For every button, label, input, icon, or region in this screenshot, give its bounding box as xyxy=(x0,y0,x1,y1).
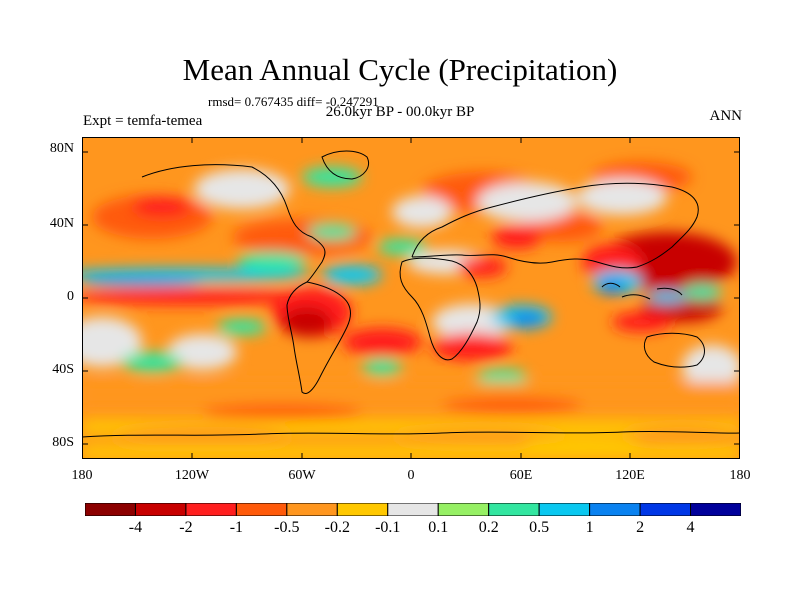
colorbar-tick-label: -0.5 xyxy=(274,519,300,536)
lon-tick-label: 180 xyxy=(729,468,751,483)
colorbar-swatch xyxy=(387,503,439,516)
north-america-coast xyxy=(141,164,326,283)
chart-title: Mean Annual Cycle (Precipitation) xyxy=(182,52,618,87)
colorbar-swatch xyxy=(538,503,591,516)
lat-tick-label: 0 xyxy=(67,289,74,304)
lon-tick-label: 120W xyxy=(174,468,210,483)
colorbar-swatch xyxy=(235,503,288,516)
colorbar-tick-label: 2 xyxy=(636,519,645,536)
colorbar-swatch xyxy=(336,503,389,516)
lon-tick-label: 60W xyxy=(288,468,316,483)
south-america-coast xyxy=(286,281,351,394)
lat-tick-label: 40S xyxy=(52,362,74,377)
lat-tick-label: 80N xyxy=(49,141,74,156)
lon-tick-label: 0 xyxy=(407,468,415,483)
coastlines xyxy=(82,150,740,438)
maritime-continent-coast xyxy=(601,282,683,300)
stats-subtitle: rmsd= 0.767435 diff= -0.247291 xyxy=(208,94,379,109)
africa-coast xyxy=(399,257,481,361)
precipitation-map xyxy=(82,137,740,459)
colorbar-swatch xyxy=(185,503,237,516)
lat-tick-label: 80S xyxy=(52,435,74,450)
colorbar xyxy=(85,503,741,516)
colorbar-swatch xyxy=(134,503,187,516)
colorbar-swatch xyxy=(488,503,540,516)
eurasia-coast xyxy=(411,182,699,269)
axis-ticks xyxy=(82,137,740,459)
colorbar-swatch xyxy=(690,503,741,516)
lon-tick-label: 60E xyxy=(509,468,533,483)
colorbar-tick-label: 4 xyxy=(686,519,695,536)
experiment-label: Expt = temfa-temea xyxy=(83,113,203,129)
season-label: ANN xyxy=(709,108,743,124)
lat-tick-label: 40N xyxy=(49,216,74,231)
colorbar-swatch xyxy=(437,503,490,516)
period-label: 26.0kyr BP - 00.0kyr BP xyxy=(325,104,475,120)
greenland-coast xyxy=(321,150,369,180)
colorbar-tick-label: 0.5 xyxy=(529,519,550,536)
colorbar-swatch xyxy=(639,503,692,516)
colorbar-swatch xyxy=(85,503,136,516)
colorbar-swatch xyxy=(589,503,641,516)
lon-tick-label: 180 xyxy=(71,468,93,483)
colorbar-tick-label: -0.2 xyxy=(324,519,350,536)
colorbar-tick-label: -0.1 xyxy=(375,519,401,536)
colorbar-tick-label: -4 xyxy=(128,519,143,536)
colorbar-tick-label: -2 xyxy=(179,519,193,536)
antarctica-coast xyxy=(82,430,740,438)
colorbar-swatch xyxy=(286,503,338,516)
australia-coast xyxy=(643,332,705,368)
colorbar-tick-label: -1 xyxy=(229,519,244,536)
lon-tick-label: 120E xyxy=(615,468,645,483)
colorbar-tick-label: 0.2 xyxy=(478,519,499,536)
colorbar-tick-label: 0.1 xyxy=(428,519,449,536)
colorbar-tick-label: 1 xyxy=(585,519,594,536)
